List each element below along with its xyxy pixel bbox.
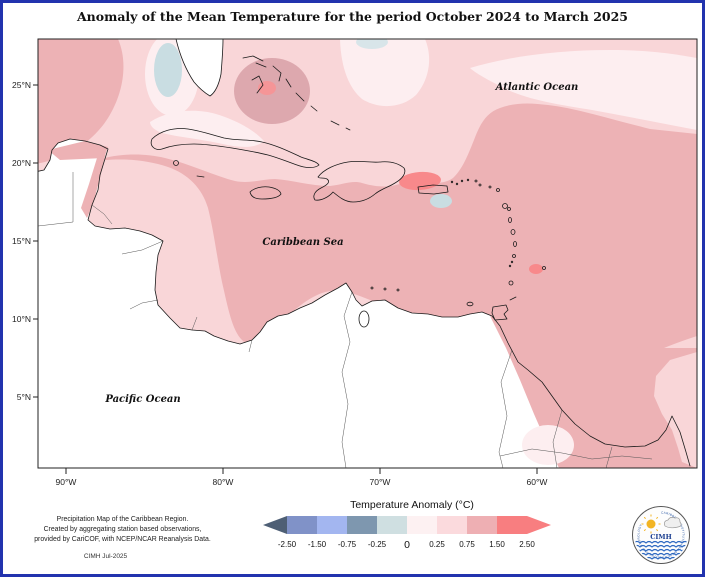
cuba-coast: [150, 128, 320, 169]
lat-tick-label: 20°N: [12, 158, 31, 168]
cayman: [196, 175, 205, 178]
legend-tick-label: -2.50: [278, 540, 297, 549]
regions-cool: [154, 39, 452, 208]
cloud-icon: [664, 516, 682, 529]
puerto-rico-coast: [417, 184, 449, 195]
lat-tick-label: 15°N: [12, 236, 31, 246]
credits-line: Precipitation Map of the Caribbean Regio…: [56, 516, 189, 523]
credits-line: provided by CariCOF, with NCEP/NCAR Rean…: [34, 536, 211, 543]
legend-segment: [377, 516, 407, 534]
lon-tick-label: 80°W: [213, 477, 234, 487]
legend-tick-label: 1.50: [489, 540, 505, 549]
region-sea-off-guiana: [654, 352, 697, 468]
pacific-ocean-label: Pacific Ocean: [104, 394, 180, 405]
atlantic-ocean-label: Atlantic Ocean: [495, 82, 579, 93]
caribbean-sea-label: Caribbean Sea: [262, 237, 343, 248]
legend: Temperature Anomaly (°C) -2.50 -1.50 -0.…: [252, 499, 572, 559]
lake-maracaibo: [358, 310, 370, 328]
legend-segment: [497, 516, 527, 534]
isle-of-youth: [173, 160, 179, 166]
mainland-coast: [38, 138, 691, 467]
trinidad-coast: [491, 304, 509, 321]
legend-tick-label: 0.75: [459, 540, 475, 549]
legend-tick-label: 2.50: [519, 540, 535, 549]
legend-tick-label: 0: [404, 539, 410, 551]
legend-segment: [317, 516, 347, 534]
region-belize-strip: [81, 152, 106, 218]
country-borders: [38, 172, 653, 468]
region-warm-gulf: [38, 39, 124, 164]
lon-tick-label: 70°W: [370, 477, 391, 487]
lon-tick-label: 60°W: [527, 477, 548, 487]
lat-tick-label: 10°N: [12, 314, 31, 324]
region-yucatan-strip: [48, 141, 108, 160]
legend-tick-label: -1.50: [308, 540, 327, 549]
anomaly-map: 25°N 20°N 15°N 10°N 5°N 90°W 80°W 70°W 6…: [12, 38, 698, 487]
coastlines: [38, 55, 691, 467]
aruba: [370, 286, 374, 290]
credits-line: Created by aggregating station based obs…: [43, 526, 202, 533]
legend-arrow-right: [527, 516, 551, 534]
jamaica-coast: [249, 186, 282, 200]
legend-colorbar: -2.50 -1.50 -0.75 -0.25 0 0.25 0.75 1.50…: [263, 516, 551, 551]
regions-warm-land: [48, 141, 697, 468]
logo-acronym: CIMH: [650, 533, 672, 541]
region-pale-guyana: [522, 425, 574, 465]
margarita: [466, 301, 474, 307]
lon-tick-label: 90°W: [56, 477, 77, 487]
credits-text: Precipitation Map of the Caribbean Regio…: [20, 515, 225, 545]
legend-segment: [287, 516, 317, 534]
issue-stamp: CIMH Jul-2025: [83, 553, 128, 560]
legend-tick-label: 0.25: [429, 540, 445, 549]
latitude-axis: 25°N 20°N 15°N 10°N 5°N: [12, 80, 38, 402]
sun-icon: [641, 514, 661, 534]
lat-tick-label: 5°N: [17, 392, 31, 402]
water-waves: [634, 540, 688, 560]
bahamas-islands: [242, 55, 351, 131]
longitude-axis: 90°W 80°W 70°W 60°W: [56, 468, 548, 487]
curacao: [383, 287, 387, 291]
lesser-antilles-chain: [474, 179, 546, 286]
legend-title: Temperature Anomaly (°C): [350, 499, 474, 511]
map-title: Anomaly of the Mean Temperature for the …: [76, 9, 629, 24]
barbados: [542, 266, 546, 270]
legend-tick-label: -0.25: [368, 540, 387, 549]
legend-tick-label: -0.75: [338, 540, 357, 549]
bonaire: [396, 288, 400, 292]
lat-tick-label: 25°N: [12, 80, 31, 90]
hispaniola-coast: [313, 160, 406, 203]
map-frame: [37, 38, 698, 469]
legend-segment: [437, 516, 467, 534]
region-florida: [175, 39, 224, 97]
legend-segment: [467, 516, 497, 534]
legend-segment: [347, 516, 377, 534]
legend-segment: [407, 516, 437, 534]
tobago: [509, 296, 517, 301]
legend-arrow-left: [263, 516, 287, 534]
anomaly-field: [38, 39, 697, 468]
cimh-logo: CARIBBEAN INSTITUTE FOR METEOROLOGY AND …: [632, 506, 690, 564]
